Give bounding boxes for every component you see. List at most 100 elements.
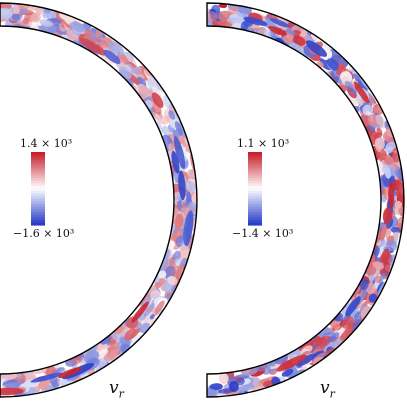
colorbar-segment [31, 170, 45, 174]
field-blob [375, 114, 386, 129]
colorbar-segment [31, 217, 45, 221]
field-blob [394, 200, 403, 209]
field-blob [207, 10, 219, 23]
field-blob [168, 110, 176, 120]
colorbar-segment [31, 178, 45, 182]
colorbar-segment [248, 162, 262, 166]
field-blob [266, 13, 279, 21]
field-blob [228, 381, 239, 392]
colorbar-segment [248, 196, 262, 200]
colorbar-segment [31, 188, 45, 192]
colorbar-segment [31, 159, 45, 164]
colorbar-segment [31, 162, 45, 166]
field-blob [15, 378, 25, 384]
colorbar-segment [248, 170, 262, 174]
field-strong-feature [171, 150, 180, 174]
field-blob [293, 35, 306, 46]
right-colorbar-min-label: −1.4 × 10³ [232, 227, 294, 240]
colorbar-segment [248, 180, 262, 184]
field-blob [149, 314, 155, 320]
right-variable-label: vr [320, 378, 335, 401]
field-strong-feature [79, 37, 107, 56]
field-strong-feature [30, 372, 63, 383]
field-strong-feature [243, 16, 268, 26]
colorbar-segment [248, 222, 262, 226]
colorbar-segment [248, 165, 262, 169]
right-shell-outline [206, 2, 405, 398]
field-blob [108, 41, 124, 56]
field-blob [315, 336, 327, 346]
field-blob [152, 86, 162, 98]
field-blob [359, 279, 369, 292]
colorbar-segment [31, 196, 45, 200]
field-blob [372, 261, 384, 270]
field-strong-feature [58, 367, 82, 379]
field-blob [329, 54, 341, 66]
field-strong-feature [269, 18, 290, 28]
field-blob [289, 42, 303, 52]
field-blob [178, 244, 190, 262]
field-blob [162, 125, 171, 138]
colorbar-segment [248, 185, 262, 190]
colorbar-segment [248, 157, 262, 161]
field-strong-feature [103, 49, 121, 65]
field-strong-feature [326, 58, 339, 70]
colorbar-segment [31, 201, 45, 205]
field-strong-feature [345, 296, 361, 317]
field-blob [340, 328, 353, 341]
field-blob [227, 6, 241, 15]
field-blob [69, 21, 86, 33]
field-blob [44, 8, 51, 14]
field-strong-feature [131, 301, 149, 323]
field-blob [144, 302, 155, 317]
colorbar-segment [31, 206, 45, 210]
colorbar-segment [31, 204, 45, 208]
right-colorbar [248, 152, 262, 226]
field-blob [158, 270, 167, 280]
field-blob [156, 121, 164, 134]
colorbar-segment [248, 201, 262, 205]
field-blob [393, 231, 401, 239]
colorbar-segment [31, 157, 45, 161]
field-blob [384, 166, 391, 179]
colorbar-segment [248, 209, 262, 213]
left-colorbar-min-label: −1.6 × 10³ [13, 227, 75, 240]
field-blob [99, 52, 114, 64]
colorbar-segment [248, 167, 262, 171]
colorbar-segment [31, 165, 45, 169]
field-blob [378, 272, 386, 284]
field-blob [174, 121, 183, 136]
colorbar-segment [248, 183, 262, 187]
field-strong-feature [151, 92, 164, 108]
colorbar-segment [248, 211, 262, 216]
colorbar-segment [248, 193, 262, 197]
field-strong-feature [178, 170, 186, 201]
field-blob [310, 33, 322, 42]
field-blob [103, 349, 118, 362]
colorbar-segment [248, 191, 262, 195]
colorbar-segment [248, 188, 262, 192]
field-blob [344, 80, 357, 96]
field-blob [209, 383, 223, 391]
field-blob [5, 382, 21, 389]
field-blob [353, 73, 365, 87]
field-blob [395, 206, 402, 215]
field-strong-feature [281, 368, 294, 377]
field-strong-feature [185, 212, 194, 247]
field-blob [117, 346, 128, 356]
field-blob [124, 64, 132, 72]
field-blob [31, 12, 41, 23]
field-strong-feature [382, 207, 393, 225]
field-blob [376, 281, 384, 293]
field-blob [150, 99, 162, 115]
colorbar-segment [248, 206, 262, 210]
field-blob [380, 223, 387, 242]
colorbar-segment [248, 154, 262, 158]
colorbar-segment [248, 214, 262, 218]
colorbar-segment [31, 167, 45, 171]
colorbar-segment [31, 219, 45, 223]
field-blob [191, 192, 197, 206]
colorbar-segment [31, 209, 45, 213]
field-blob [384, 157, 394, 166]
colorbar-segment [248, 178, 262, 182]
